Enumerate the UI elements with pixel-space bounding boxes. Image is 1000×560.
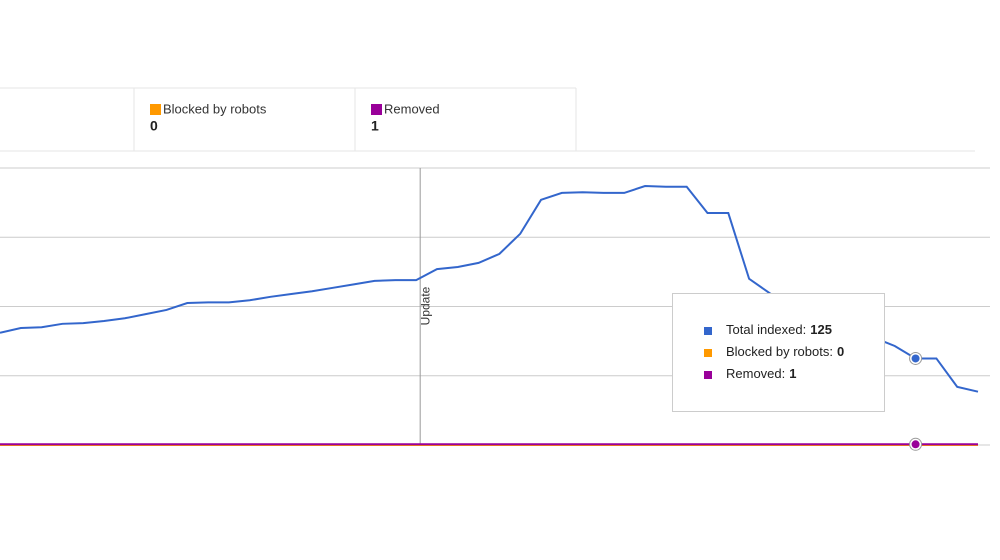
tooltip-row: Blocked by robots: 0 <box>726 344 844 359</box>
plot: Update Total indexed: 125 Blocked by robots… <box>0 168 979 451</box>
legend-value: 1 <box>371 118 379 134</box>
hover-marker-dot <box>911 354 920 363</box>
tooltip-value: 0 <box>837 344 844 359</box>
legend-swatch <box>371 104 382 115</box>
legend-swatch <box>150 104 161 115</box>
legend-value: 0 <box>150 118 158 134</box>
tooltip-label: Total indexed: <box>726 322 806 337</box>
tooltip-swatch <box>704 371 712 379</box>
tooltip-value: 1 <box>789 366 796 381</box>
tooltip-row: Total indexed: 125 <box>726 322 832 337</box>
tooltip: Total indexed: 125 Blocked by robots: 0 Remo… <box>672 293 885 412</box>
legend-label: Removed <box>384 101 440 116</box>
legend-label: Blocked by robots <box>163 101 267 116</box>
tooltip-swatch <box>704 349 712 357</box>
annotation-label: Update <box>418 286 432 325</box>
hover-marker-dot <box>911 440 920 449</box>
tooltip-swatch <box>704 327 712 335</box>
tooltip-label: Blocked by robots: <box>726 344 833 359</box>
tooltip-value: 125 <box>810 322 832 337</box>
tooltip-row: Removed: 1 <box>726 366 796 381</box>
tooltip-label: Removed: <box>726 366 785 381</box>
